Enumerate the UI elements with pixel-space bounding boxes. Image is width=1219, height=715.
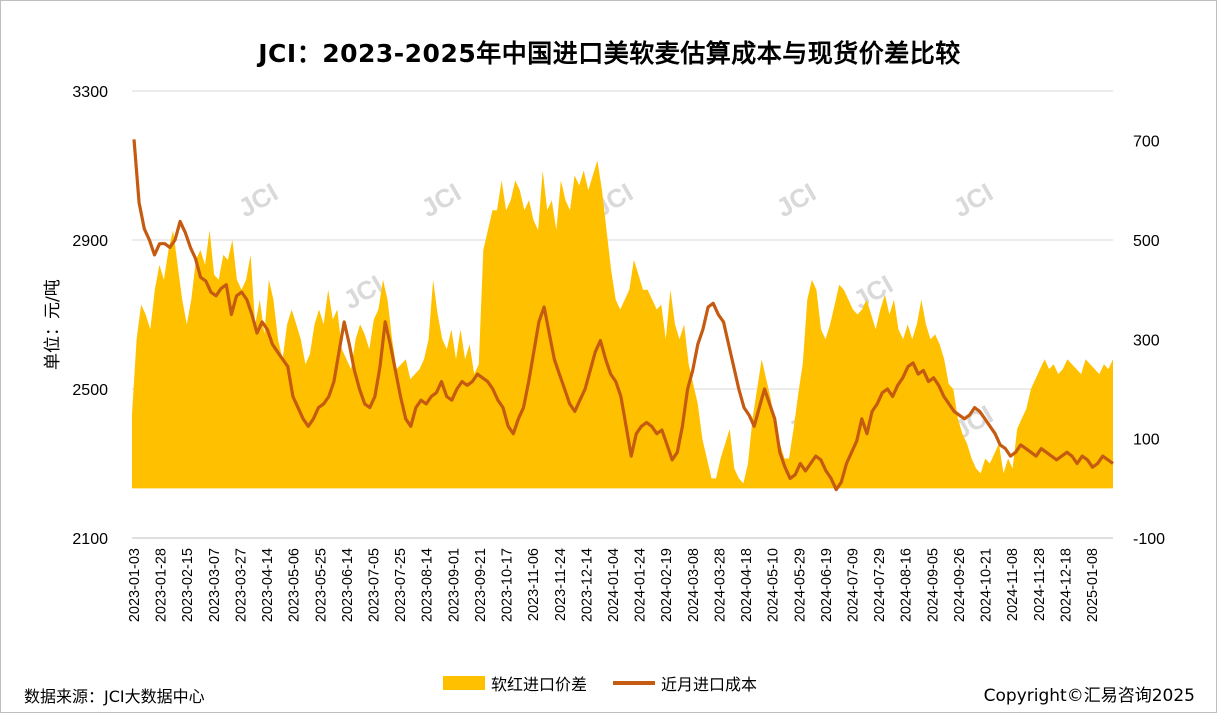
x-tick-label: 2024-08-16 [899, 548, 915, 622]
y-right-tick-label: 700 [1133, 134, 1160, 151]
y-left-tick-label: 3300 [72, 84, 108, 101]
x-tick-label: 2024-12-18 [1058, 548, 1074, 622]
y-left-tick-label: 2900 [72, 233, 108, 250]
x-tick-label: 2023-07-05 [367, 548, 383, 622]
x-tick-label: 2023-03-27 [233, 548, 249, 622]
x-tick-label: 2025-01-08 [1085, 548, 1101, 622]
x-tick-label: 2024-09-05 [925, 548, 941, 622]
legend-label-line: 近月进口成本 [661, 675, 758, 694]
y-right-tick-label: -100 [1133, 531, 1165, 548]
x-tick-label: 2023-05-25 [313, 548, 329, 622]
y-left-tick-label: 2100 [72, 531, 108, 548]
x-tick-label: 2023-01-03 [127, 548, 143, 622]
x-axis: 2023-01-03 2023-01-28 2023-02-15 2023-03-07… [127, 537, 1113, 622]
x-tick-label: 2024-06-19 [819, 548, 835, 622]
x-tick-label: 2024-04-18 [739, 548, 755, 622]
x-tick-label: 2023-11-06 [526, 548, 542, 621]
x-tick-label: 2024-10-21 [979, 548, 995, 622]
x-tick-label: 2023-11-24 [553, 548, 569, 621]
watermark-text: JCI [416, 177, 466, 223]
x-tick-label: 2024-05-10 [766, 548, 782, 622]
x-tick-label: 2023-08-14 [420, 548, 436, 622]
line-series-layer [132, 139, 1114, 492]
y-left-tick-label: 2500 [72, 382, 108, 399]
x-tick-label: 2024-09-26 [952, 548, 968, 622]
x-tick-label: 2024-03-08 [686, 548, 702, 622]
x-tick-label: 2023-04-14 [260, 548, 276, 622]
y-right-tick-label: 300 [1133, 332, 1160, 349]
x-tick-label: 2023-01-28 [154, 548, 170, 622]
data-source: 数据来源：JCI大数据中心 [24, 687, 205, 706]
x-tick-label: 2024-03-28 [712, 548, 728, 622]
x-tick-label: 2023-09-21 [473, 548, 489, 622]
area-series-soft-red-spread [132, 160, 1113, 489]
copyright: Copyright©汇易咨询2025 [983, 686, 1195, 706]
watermark-text: JCI [233, 177, 283, 223]
legend-label-area: 软红进口价差 [491, 675, 588, 694]
x-tick-label: 2023-02-15 [180, 548, 196, 622]
watermark-text: JCI [948, 177, 998, 223]
x-tick-label: 2023-06-14 [340, 548, 356, 622]
x-tick-label: 2023-05-06 [287, 548, 303, 622]
legend-swatch-area [443, 676, 485, 690]
y-axis-right: 700 500 300 100 -100 [1133, 134, 1165, 548]
x-tick-label: 2023-10-17 [500, 548, 516, 622]
y-axis-label: 单位：元/吨 [43, 279, 63, 370]
watermark-text: JCI [848, 269, 898, 315]
x-tick-label: 2024-01-04 [606, 548, 622, 622]
x-tick-label: 2023-09-01 [446, 548, 462, 622]
x-tick-label: 2024-11-28 [1032, 548, 1048, 621]
x-tick-label: 2024-01-24 [633, 548, 649, 622]
y-right-tick-label: 500 [1133, 233, 1160, 250]
x-tick-label: 2023-07-25 [393, 548, 409, 622]
x-tick-label: 2024-05-29 [792, 548, 808, 622]
legend-swatch-line [613, 681, 656, 685]
x-tick-label: 2023-12-14 [579, 548, 595, 622]
line-series-near-month-cost [132, 139, 1114, 492]
watermark-text: JCI [771, 177, 821, 223]
x-tick-label: 2024-11-08 [1005, 548, 1021, 621]
area-series-layer [132, 160, 1113, 489]
y-axis-left: 3300 2900 2500 2100 [72, 84, 108, 548]
y-right-tick-label: 100 [1133, 432, 1160, 449]
legend: 软红进口价差 近月进口成本 [443, 672, 757, 694]
x-tick-label: 2024-07-29 [872, 548, 888, 622]
x-tick-label: 2024-07-09 [846, 548, 862, 622]
x-tick-label: 2023-03-07 [207, 548, 223, 622]
x-tick-label: 2024-02-19 [659, 548, 675, 622]
chart-title: JCI：2023-2025年中国进口美软麦估算成本与现货价差比较 [258, 39, 961, 68]
